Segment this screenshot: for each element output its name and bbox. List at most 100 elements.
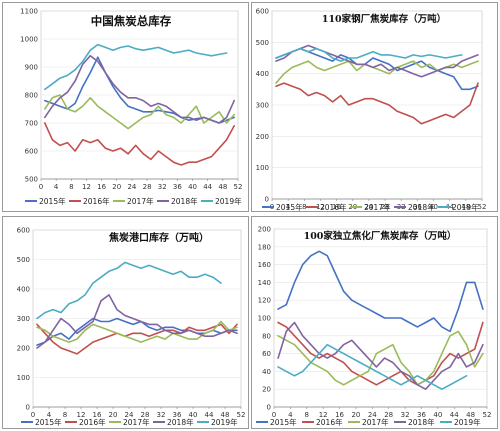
series-line-2019年	[275, 47, 463, 62]
series-line-2018年	[44, 55, 235, 124]
x-tick-label: 12	[319, 411, 328, 419]
y-tick-label: 1000	[20, 36, 38, 44]
x-tick-label: 20	[109, 411, 118, 419]
y-tick-label: 200	[258, 226, 271, 234]
x-tick-label: 52	[483, 411, 492, 419]
x-tick-label: 0	[39, 183, 43, 191]
x-tick-label: 16	[335, 411, 344, 419]
legend-label: 2019年	[211, 417, 238, 427]
series-line-2019年	[36, 261, 222, 320]
y-tick-label: 800	[25, 92, 38, 100]
x-tick-label: 12	[82, 183, 91, 191]
legend-label: 2019年	[454, 417, 481, 427]
y-tick-label: 100	[17, 374, 30, 382]
x-tick-label: 8	[302, 203, 306, 211]
series-line-2018年	[275, 44, 479, 78]
x-tick-label: 24	[127, 183, 136, 191]
y-tick-label: 300	[17, 315, 30, 323]
x-tick-label: 0	[31, 411, 35, 419]
x-tick-label: 44	[450, 411, 459, 419]
x-tick-label: 24	[364, 203, 373, 211]
chart-total-coke-inventory: 500 600 700 800 900 1000 1100 0 4 8 12 16 20 24 28 32 36…	[2, 2, 249, 212]
x-tick-label: 32	[401, 411, 410, 419]
x-tick-label: 36	[173, 411, 182, 419]
x-tick-label: 52	[237, 411, 246, 419]
x-tick-label: 40	[189, 411, 198, 419]
x-tick-label: 4	[288, 411, 293, 419]
chart-title: 100家独立焦化厂焦炭库存（万吨）	[304, 230, 457, 242]
x-tick-label: 40	[433, 411, 442, 419]
x-tick-label: 52	[234, 183, 243, 191]
x-tick-label: 8	[69, 183, 73, 191]
series-line-2016年	[44, 122, 235, 166]
x-tick-label: 24	[368, 411, 377, 419]
legend-label: 2017年	[364, 202, 391, 212]
legend-label: 2016年	[316, 417, 343, 427]
series-line-2016年	[36, 323, 238, 355]
x-tick-label: 4	[286, 203, 291, 211]
y-tick-label: 400	[17, 286, 30, 294]
x-tick-label: 40	[188, 183, 197, 191]
legend-label: 2015年	[35, 417, 62, 427]
x-tick-label: 12	[77, 411, 86, 419]
x-tick-label: 44	[205, 411, 214, 419]
x-tick-label: 52	[478, 203, 487, 211]
legend-label: 2017年	[123, 417, 150, 427]
legend-label: 2016年	[83, 196, 110, 206]
y-tick-label: 500	[25, 176, 38, 184]
chart-title: 中国焦炭总库存	[91, 14, 172, 28]
y-tick-label: 500	[256, 39, 269, 47]
y-tick-label: 40	[262, 368, 271, 376]
chart-independent-coking-inventory: 0 20 40 60 80 100 120 140 160 180 200 0 4 8 12 16 20 24 28…	[251, 216, 498, 429]
y-tick-label: 140	[258, 279, 271, 287]
y-tick-label: 100	[258, 315, 271, 323]
legend-label: 2018年	[408, 417, 435, 427]
x-tick-label: 28	[384, 411, 393, 419]
y-tick-label: 60	[262, 350, 271, 358]
series-line-2018年	[36, 294, 238, 349]
x-tick-label: 20	[351, 411, 360, 419]
series-line-2015年	[277, 250, 484, 333]
y-tick-label: 500	[17, 256, 30, 264]
x-tick-label: 16	[93, 411, 102, 419]
x-tick-label: 8	[305, 411, 309, 419]
x-tick-label: 28	[381, 203, 390, 211]
legend-label: 2016年	[320, 202, 347, 212]
x-tick-label: 36	[417, 411, 426, 419]
series-line-2019年	[44, 43, 228, 91]
x-tick-label: 8	[63, 411, 67, 419]
x-tick-label: 20	[112, 183, 121, 191]
y-tick-label: 20	[262, 386, 271, 394]
legend-label: 2019年	[215, 196, 242, 206]
y-tick-label: 160	[258, 261, 271, 269]
x-tick-label: 0	[272, 411, 276, 419]
x-tick-label: 16	[97, 183, 106, 191]
series-line-2017年	[277, 330, 484, 386]
y-tick-label: 300	[256, 102, 269, 110]
y-tick-label: 0	[26, 404, 30, 412]
chart-title: 110家钢厂焦炭库存（万吨）	[322, 13, 446, 25]
series-line-2018年	[277, 321, 484, 390]
y-tick-label: 600	[25, 148, 38, 156]
chart-title: 焦炭港口库存（万吨）	[108, 231, 209, 244]
x-tick-label: 28	[141, 411, 150, 419]
x-tick-label: 40	[429, 203, 438, 211]
y-tick-label: 0	[265, 196, 269, 204]
y-tick-label: 0	[267, 404, 271, 412]
series-line-2017年	[275, 60, 479, 84]
legend-label: 2018年	[171, 196, 198, 206]
legend-label: 2017年	[127, 196, 154, 206]
y-tick-label: 200	[17, 345, 30, 353]
x-tick-label: 48	[461, 203, 470, 211]
series-line-2017年	[44, 94, 235, 130]
y-tick-label: 180	[258, 243, 271, 251]
y-tick-label: 1100	[20, 8, 38, 16]
y-tick-label: 80	[262, 332, 271, 340]
legend-label: 2015年	[276, 202, 303, 212]
x-tick-label: 28	[143, 183, 152, 191]
chart-svg: 0100200300400500600048121620242832364044…	[256, 8, 487, 213]
x-tick-label: 36	[173, 183, 182, 191]
